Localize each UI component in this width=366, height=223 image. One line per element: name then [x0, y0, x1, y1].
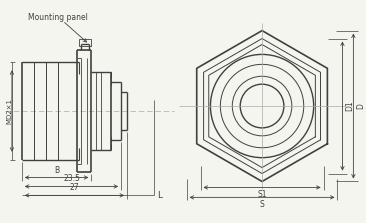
Text: 23.5: 23.5 [63, 174, 80, 184]
Text: 27: 27 [70, 183, 79, 192]
Text: Mounting panel: Mounting panel [28, 13, 88, 22]
Text: L: L [157, 191, 162, 200]
Text: B: B [54, 165, 59, 175]
Bar [79, 39, 92, 46]
Text: S: S [260, 200, 264, 209]
Text: D1: D1 [346, 101, 354, 111]
Text: D: D [356, 103, 365, 109]
Text: S1: S1 [257, 190, 267, 199]
Text: MD2×1: MD2×1 [6, 98, 12, 124]
